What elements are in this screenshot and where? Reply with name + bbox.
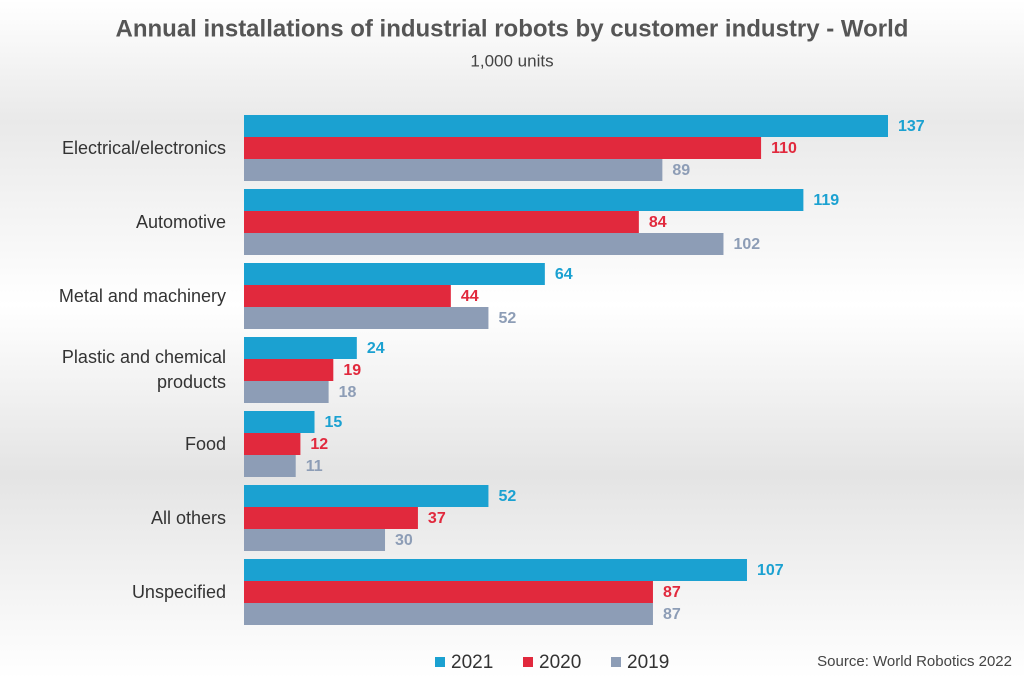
bar	[244, 603, 653, 625]
value-label: 11	[306, 458, 323, 475]
bar	[244, 529, 386, 551]
value-label: 89	[672, 162, 690, 179]
bar	[244, 211, 639, 233]
value-label: 19	[343, 362, 361, 379]
bar	[244, 233, 724, 255]
value-label: 24	[367, 340, 385, 357]
legend-swatch	[523, 657, 533, 667]
value-label: 30	[395, 532, 413, 549]
chart-subtitle: 1,000 units	[470, 51, 553, 70]
bar	[244, 485, 489, 507]
bar	[244, 433, 301, 455]
chart-title: Annual installations of industrial robot…	[116, 15, 909, 42]
bar	[244, 455, 296, 477]
bar	[244, 189, 804, 211]
bar	[244, 411, 315, 433]
bar	[244, 137, 762, 159]
value-label: 12	[310, 436, 328, 453]
value-label: 52	[498, 310, 516, 327]
category-label: Unspecified	[131, 581, 226, 602]
bar	[244, 559, 747, 581]
value-label: 44	[461, 288, 479, 305]
value-label: 37	[428, 510, 446, 527]
value-label: 84	[649, 214, 667, 231]
bar	[244, 159, 663, 181]
category-label: Food	[184, 433, 226, 454]
value-label: 137	[898, 118, 925, 135]
bar	[244, 263, 545, 285]
value-label: 18	[339, 384, 357, 401]
value-label: 87	[663, 606, 681, 623]
legend-label: 2021	[451, 652, 493, 673]
bar	[244, 581, 653, 603]
value-label: 102	[733, 236, 760, 253]
bar	[244, 381, 329, 403]
bar	[244, 359, 334, 381]
category-label: Plastic and chemical products	[61, 347, 226, 392]
value-label: 15	[325, 414, 343, 431]
legend-swatch	[435, 657, 445, 667]
category-label: Automotive	[135, 211, 226, 232]
legend-swatch	[611, 657, 621, 667]
bar	[244, 115, 888, 137]
value-label: 119	[813, 192, 839, 209]
bar	[244, 337, 357, 359]
category-label: All others	[150, 507, 226, 528]
legend-label: 2019	[627, 652, 669, 673]
value-label: 107	[757, 562, 784, 579]
legend-label: 2020	[539, 652, 581, 673]
value-label: 110	[771, 140, 797, 157]
bar	[244, 507, 418, 529]
bar	[244, 285, 451, 307]
bar	[244, 307, 489, 329]
source-note: Source: World Robotics 2022	[817, 653, 1012, 670]
category-label: Electrical/electronics	[61, 137, 226, 158]
value-label: 64	[555, 266, 573, 283]
category-label: Metal and machinery	[58, 285, 226, 306]
value-label: 52	[498, 488, 516, 505]
value-label: 87	[663, 584, 681, 601]
